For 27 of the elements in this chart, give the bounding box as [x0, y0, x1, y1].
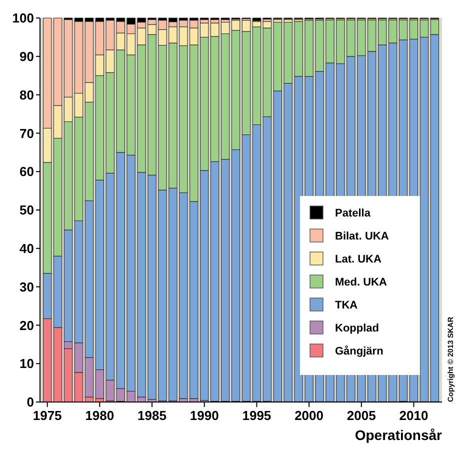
y-tick-label: 30	[20, 279, 34, 294]
y-tick-label: 10	[20, 356, 34, 372]
x-tick-label: 2010	[399, 408, 428, 423]
y-tick-label: 80	[20, 87, 34, 102]
y-tick-label: 40	[20, 240, 34, 256]
legend-label: Patella	[335, 207, 372, 220]
y-tick-label: 60	[20, 164, 34, 180]
x-tick-label: 2005	[346, 408, 376, 423]
x-tick-label: 1990	[190, 408, 219, 423]
legend-label: Med. UKA	[335, 276, 387, 288]
y-tick-label: 100	[12, 10, 34, 26]
y-tick-label: 20	[20, 318, 34, 333]
x-tick-label: 1995	[242, 408, 272, 423]
x-tick-label: 1985	[138, 408, 166, 423]
legend-label: Bilat. UKA	[335, 230, 389, 242]
legend-label: Lat. UKA	[335, 253, 382, 266]
x-tick-label: 2000	[294, 408, 324, 423]
legend-label: Kopplad	[335, 322, 379, 334]
x-tick-label: 1975	[32, 408, 62, 423]
x-axis-title: Operationsår	[354, 427, 443, 443]
x-tick-label: 1980	[85, 408, 114, 423]
series-label: TKA	[335, 299, 358, 312]
y-tick-label: 70	[20, 126, 34, 141]
legend-label: Gångjärn	[335, 344, 384, 358]
y-tick-label: 90	[20, 48, 34, 64]
y-tick-label: 50	[20, 202, 34, 218]
y-tick-label: 0	[26, 394, 34, 410]
